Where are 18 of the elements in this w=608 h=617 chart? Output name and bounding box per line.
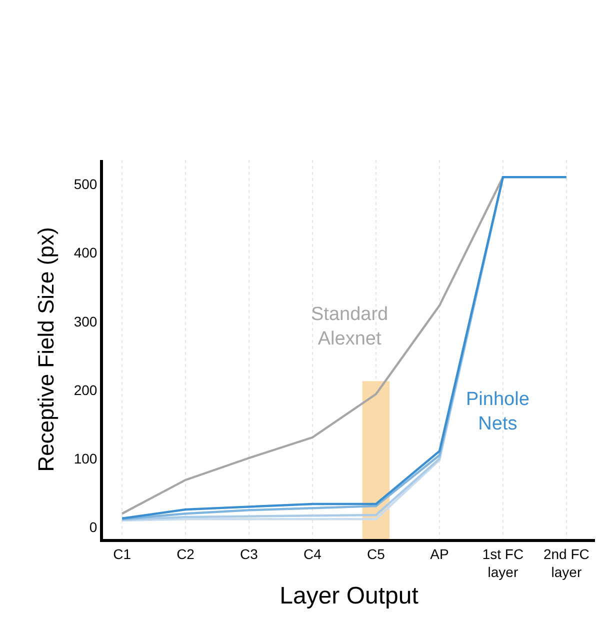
y-tick-label: 100	[74, 450, 98, 467]
x-tick-label: 2nd FC layer	[543, 546, 590, 580]
x-tick-label: C3	[240, 546, 258, 562]
x-tick-label: 1st FC layer	[482, 546, 524, 580]
x-tick-label: C4	[304, 546, 322, 562]
series-label: Standard Alexnet	[311, 304, 388, 350]
y-axis-title: Receptive Field Size (px)	[34, 227, 59, 472]
y-tick-label: 400	[74, 244, 98, 261]
x-tick-label: C5	[367, 546, 386, 562]
y-tick-label: 300	[74, 313, 98, 330]
y-tick-label: 0	[89, 519, 98, 536]
x-axis-title: Layer Output	[280, 582, 419, 610]
y-tick-label: 500	[74, 176, 98, 192]
y-tick-label: 200	[74, 382, 98, 398]
series-label: Pinhole Nets	[466, 389, 530, 435]
x-tick-label: AP	[430, 546, 449, 562]
x-tick-label: C2	[176, 546, 195, 562]
x-tick-label: C1	[113, 546, 132, 562]
